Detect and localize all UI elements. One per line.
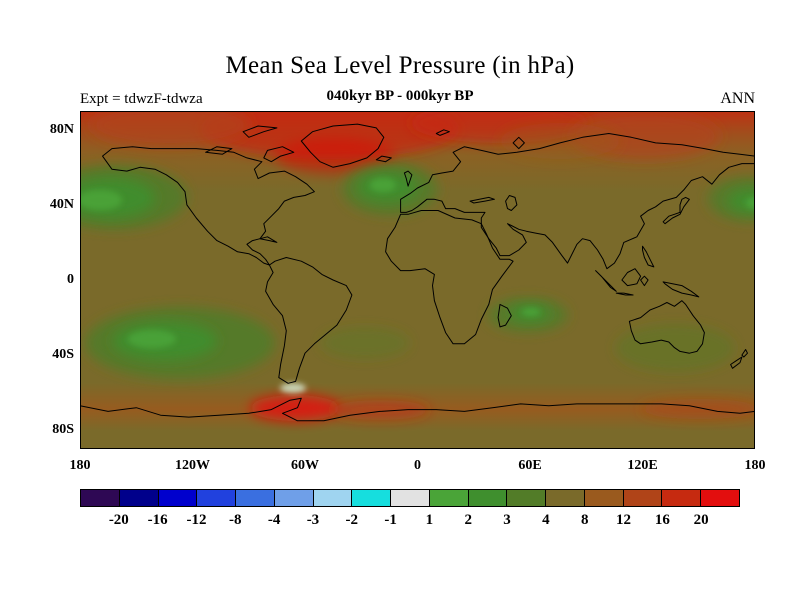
coastline-path-21 — [242, 125, 278, 138]
lat-tick-2-0: 0 — [67, 272, 74, 287]
coastline-path-1 — [300, 123, 385, 168]
colorbar-cell-6 — [313, 490, 353, 506]
coastline-path-0 — [102, 146, 315, 266]
coastline-path-16 — [403, 170, 413, 187]
colorbar-cell-10 — [468, 490, 508, 506]
coastline-path-8 — [595, 270, 617, 292]
coastline-path-13 — [642, 245, 655, 268]
lon-tick-0-180: 180 — [69, 458, 91, 473]
lon-tick-4-60E: 60E — [518, 458, 542, 473]
colorbar-cell-3 — [197, 490, 237, 506]
season-label: ANN — [720, 90, 755, 107]
colorbar — [80, 489, 740, 507]
colorbar-cell-5 — [274, 490, 314, 506]
lon-tick-3-0: 0 — [414, 458, 421, 473]
coastline-path-11 — [640, 275, 649, 287]
colorbar-cell-0 — [81, 490, 120, 506]
colorbar-tick--12: -12 — [186, 512, 207, 528]
colorbar-tick-2: 2 — [464, 512, 472, 528]
colorbar-tick-8: 8 — [580, 512, 589, 528]
colorbar-tick-3: 3 — [503, 512, 511, 528]
colorbar-cell-13 — [584, 490, 624, 506]
colorbar-tick-4: 4 — [542, 512, 550, 528]
coastline-path-9 — [621, 268, 642, 287]
colorbar-tick--4: -4 — [267, 512, 281, 528]
coastline-path-10 — [615, 292, 634, 296]
lat-tick-3-40S: 40S — [52, 347, 74, 363]
lat-tick-0-80N: 80N — [49, 121, 74, 137]
coastline-path-26 — [505, 195, 518, 211]
coastline-path-2 — [265, 257, 353, 384]
coastline-path-20 — [205, 146, 233, 155]
colorbar-tick--20: -20 — [108, 512, 129, 528]
colorbar-tick--1: -1 — [384, 512, 397, 528]
colorbar-tick--16: -16 — [147, 512, 168, 528]
colorbar-tick--8: -8 — [229, 512, 242, 528]
colorbar-tick-16: 16 — [654, 512, 670, 528]
colorbar-cell-15 — [662, 490, 702, 506]
colorbar-cell-12 — [546, 490, 585, 506]
world-map — [80, 111, 755, 449]
coastlines — [80, 123, 755, 449]
colorbar-tick-1: 1 — [425, 512, 434, 528]
subtitle-period: 040kyr BP - 000kyr BP — [326, 88, 474, 104]
colorbar-tick-12: 12 — [616, 512, 632, 528]
coastline-path-25 — [469, 196, 495, 204]
colorbar-cell-8 — [391, 490, 430, 506]
map-border — [80, 111, 755, 449]
colorbar-cell-9 — [429, 490, 469, 506]
coastline-path-5 — [628, 300, 705, 354]
colorbar-cell-4 — [236, 490, 275, 506]
colorbar-tick--2: -2 — [345, 512, 359, 528]
coastline-path-6 — [730, 356, 743, 369]
colorbar-tick--3: -3 — [306, 512, 320, 528]
lon-tick-2-60W: 60W — [291, 458, 319, 473]
colorbar-cell-16 — [701, 490, 740, 506]
colorbar-tick-20: 20 — [693, 512, 709, 528]
lat-tick-4-80S: 80S — [52, 422, 74, 438]
coastline-path-23 — [435, 129, 450, 136]
map-area — [80, 111, 755, 449]
coastline-path-3 — [385, 210, 514, 345]
colorbar-cell-14 — [623, 490, 663, 506]
coastline-path-14 — [662, 196, 690, 225]
page-title: Mean Sea Level Pressure (in hPa) — [225, 52, 575, 79]
coastline-path-15 — [497, 303, 512, 328]
coastline-path-22 — [512, 136, 525, 150]
lon-tick-5-120E: 120E — [627, 458, 658, 473]
color-field — [80, 111, 755, 449]
lon-tick-1-120W: 120W — [175, 458, 210, 473]
experiment-label: Expt = tdwzF-tdwza — [80, 91, 203, 107]
coastline-path-19 — [263, 146, 295, 163]
coastline-path-17 — [375, 155, 392, 163]
colorbar-cell-7 — [352, 490, 392, 506]
lat-tick-1-40N: 40N — [49, 196, 74, 212]
coastline-path-18 — [259, 236, 278, 243]
coastline-path-24 — [80, 397, 755, 449]
lon-tick-6-180: 180 — [744, 458, 766, 473]
colorbar-cell-11 — [507, 490, 547, 506]
coastline-path-12 — [662, 281, 700, 298]
coastline-path-7 — [741, 349, 748, 358]
colorbar-cell-1 — [119, 490, 159, 506]
coastline-path-4 — [400, 133, 755, 270]
colorbar-cell-2 — [158, 490, 198, 506]
